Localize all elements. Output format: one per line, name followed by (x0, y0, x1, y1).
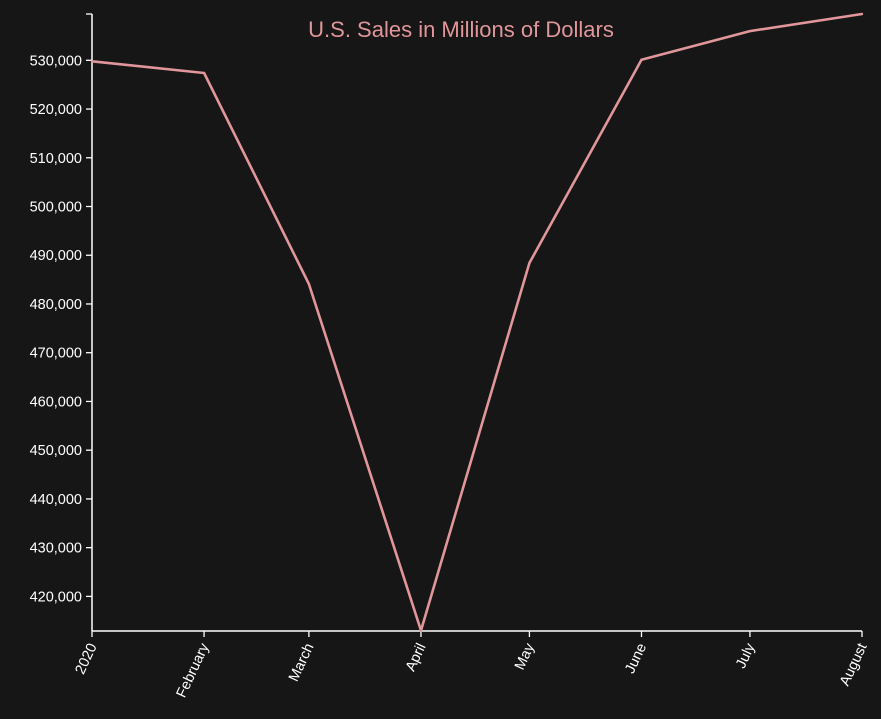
data-point (307, 282, 311, 286)
y-tick-label: 460,000 (30, 394, 82, 410)
y-tick-label: 430,000 (30, 541, 82, 557)
data-point (528, 261, 531, 265)
x-tick-label: April (403, 641, 430, 674)
data-point (202, 71, 206, 75)
x-tick-label: August (837, 641, 871, 689)
y-tick-label: 520,000 (30, 102, 82, 118)
y-tick-label: 440,000 (30, 492, 82, 508)
data-point (640, 58, 643, 62)
x-tick-label: February (174, 640, 213, 700)
y-tick-label: 500,000 (30, 200, 82, 216)
y-tick-label: 530,000 (30, 53, 82, 69)
x-tick-label: June (622, 641, 650, 676)
x-axis: 2020 February March April May June July August (72, 630, 871, 700)
y-tick-label: 490,000 (30, 248, 82, 264)
data-point (419, 629, 423, 632)
series-line (91, 12, 863, 632)
x-tick-label: May (512, 640, 538, 672)
y-tick-label: 480,000 (30, 297, 82, 313)
x-tick-label: March (286, 641, 318, 684)
y-tick-label: 510,000 (30, 151, 82, 167)
data-point (748, 29, 752, 33)
data-point (90, 60, 94, 63)
chart-title: U.S. Sales in Millions of Dollars (308, 17, 614, 42)
y-tick-label: 420,000 (30, 589, 82, 605)
y-axis: 420,000 430,000 440,000 450,000 460,000 470,0… (30, 13, 93, 631)
x-tick-label: July (733, 640, 759, 671)
y-tick-label: 450,000 (30, 443, 82, 459)
y-tick-label: 470,000 (30, 346, 82, 362)
x-tick-label: 2020 (72, 641, 100, 677)
plot-area (90, 12, 864, 632)
data-point (860, 12, 864, 16)
